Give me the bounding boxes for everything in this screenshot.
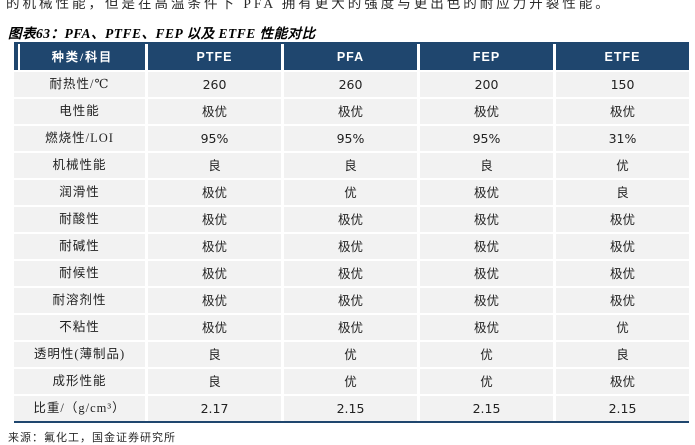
source-note: 来源：氟化工，国金证券研究所 (8, 432, 176, 444)
table-cell: 极优 (148, 261, 281, 286)
column-header-category: 种类/科目 (20, 44, 145, 70)
row-label: 透明性(薄制品) (14, 342, 145, 367)
paragraph-text-clipped: 的机械性能，但是在高温条件下 PFA 拥有更大的强度与更出色的耐应力开裂性能。 (6, 0, 612, 11)
table-cell: 极优 (556, 369, 689, 394)
table-cell: 极优 (148, 288, 281, 313)
table-cell: 良 (556, 342, 689, 367)
table-cell: 极优 (148, 234, 281, 259)
table-cell: 良 (420, 153, 553, 178)
row-label: 润滑性 (14, 180, 145, 205)
row-label: 耐候性 (14, 261, 145, 286)
table-cell: 极优 (556, 99, 689, 124)
table-cell: 优 (284, 180, 417, 205)
column-header-pfa: PFA (284, 44, 417, 70)
table-cell: 极优 (148, 180, 281, 205)
table-cell: 极优 (284, 234, 417, 259)
table-cell: 极优 (420, 99, 553, 124)
row-label: 耐热性/℃ (14, 72, 145, 97)
table-cell: 极优 (284, 315, 417, 340)
column-header-ptfe: PTFE (148, 44, 281, 70)
table-cell: 极优 (284, 99, 417, 124)
table-cell: 260 (284, 72, 417, 97)
table-cell: 2.15 (420, 396, 553, 421)
table-grid: 种类/科目 PTFE PFA FEP ETFE 耐热性/℃ 260 260 20… (14, 44, 689, 421)
header-accent-bar (14, 44, 18, 70)
table-cell: 极优 (420, 315, 553, 340)
table-cell: 极优 (284, 261, 417, 286)
table-cell: 良 (148, 342, 281, 367)
table-cell: 优 (556, 153, 689, 178)
column-header-etfe: ETFE (556, 44, 689, 70)
table-cell: 极优 (148, 99, 281, 124)
row-label: 机械性能 (14, 153, 145, 178)
table-cell: 极优 (420, 207, 553, 232)
table-cell: 优 (284, 342, 417, 367)
row-label: 电性能 (14, 99, 145, 124)
row-label: 比重/（g/cm³） (14, 396, 145, 421)
row-label: 耐溶剂性 (14, 288, 145, 313)
column-header-fep: FEP (420, 44, 553, 70)
table-cell: 极优 (420, 288, 553, 313)
table-cell: 95% (420, 126, 553, 151)
table-cell: 良 (148, 153, 281, 178)
table-cell: 31% (556, 126, 689, 151)
table-cell: 极优 (556, 288, 689, 313)
table-cell: 良 (284, 153, 417, 178)
table-cell: 极优 (556, 234, 689, 259)
row-label: 耐碱性 (14, 234, 145, 259)
table-cell: 200 (420, 72, 553, 97)
table-cell: 优 (284, 369, 417, 394)
table-cell: 2.15 (556, 396, 689, 421)
table-cell: 良 (556, 180, 689, 205)
table-bottom-border (14, 421, 689, 423)
table-cell: 极优 (284, 288, 417, 313)
table-cell: 极优 (420, 180, 553, 205)
table-cell: 极优 (556, 261, 689, 286)
row-label: 成形性能 (14, 369, 145, 394)
row-label: 不粘性 (14, 315, 145, 340)
table-cell: 良 (148, 369, 281, 394)
table-cell: 95% (284, 126, 417, 151)
table-cell: 95% (148, 126, 281, 151)
table-cell: 150 (556, 72, 689, 97)
table-cell: 260 (148, 72, 281, 97)
row-label: 燃烧性/LOI (14, 126, 145, 151)
table-cell: 优 (556, 315, 689, 340)
table-cell: 优 (420, 342, 553, 367)
table-cell: 极优 (148, 315, 281, 340)
table-cell: 极优 (420, 261, 553, 286)
table-cell: 极优 (148, 207, 281, 232)
table-top-border (14, 42, 689, 44)
row-label: 耐酸性 (14, 207, 145, 232)
table-cell: 极优 (284, 207, 417, 232)
table-cell: 2.15 (284, 396, 417, 421)
table-cell: 极优 (420, 234, 553, 259)
figure-title: 图表63：PFA、PTFE、FEP 以及 ETFE 性能对比 (8, 26, 316, 41)
table-cell: 优 (420, 369, 553, 394)
table-cell: 2.17 (148, 396, 281, 421)
comparison-table: 种类/科目 PTFE PFA FEP ETFE 耐热性/℃ 260 260 20… (14, 42, 689, 423)
table-cell: 极优 (556, 207, 689, 232)
